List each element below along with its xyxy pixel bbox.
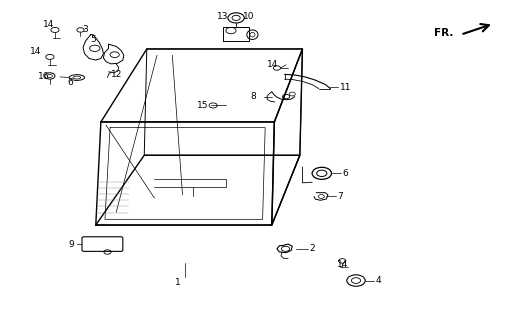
Text: 6: 6 bbox=[342, 169, 348, 178]
Text: 12: 12 bbox=[111, 70, 123, 79]
Text: 1: 1 bbox=[174, 278, 180, 287]
Text: 14: 14 bbox=[337, 260, 348, 269]
Text: 10: 10 bbox=[243, 12, 254, 21]
FancyBboxPatch shape bbox=[82, 237, 123, 252]
Text: FR.: FR. bbox=[433, 28, 453, 38]
Text: 6: 6 bbox=[68, 78, 73, 87]
Text: 2: 2 bbox=[309, 244, 314, 253]
Text: 3: 3 bbox=[82, 25, 88, 34]
Text: 14: 14 bbox=[43, 20, 54, 29]
Text: 13: 13 bbox=[217, 12, 228, 21]
Text: 7: 7 bbox=[337, 192, 343, 201]
Text: 9: 9 bbox=[69, 240, 74, 249]
Text: 5: 5 bbox=[91, 35, 96, 44]
Text: 15: 15 bbox=[197, 101, 209, 110]
Text: 11: 11 bbox=[340, 83, 351, 92]
Text: 4: 4 bbox=[376, 276, 381, 285]
Text: 14: 14 bbox=[30, 47, 41, 56]
Text: 16: 16 bbox=[37, 72, 49, 81]
Text: 14: 14 bbox=[267, 60, 278, 69]
Text: 8: 8 bbox=[251, 92, 256, 101]
